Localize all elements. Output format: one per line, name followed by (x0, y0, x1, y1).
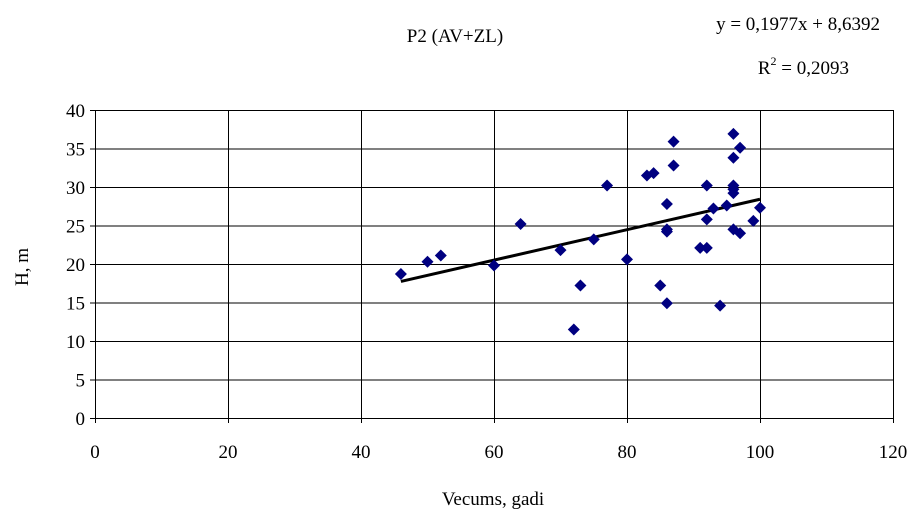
data-point (587, 233, 600, 246)
data-point (754, 201, 766, 214)
x-tick-label: 20 (219, 442, 238, 463)
trendline-group (400, 197, 761, 283)
chart-title: P2 (AV+ZL) (407, 26, 503, 47)
x-tick-label: 100 (746, 442, 775, 463)
data-point (727, 187, 740, 200)
y-tick-label: 35 (66, 140, 85, 161)
data-point (700, 179, 713, 192)
y-tick-label: 30 (66, 178, 85, 199)
y-tick-label: 40 (66, 101, 85, 122)
y-tick-labels: 0 5 10 15 20 25 30 35 40 (66, 101, 85, 430)
data-point (394, 268, 407, 281)
data-point (567, 323, 580, 336)
trendline (400, 197, 761, 283)
data-point (660, 197, 673, 210)
data-point (421, 255, 434, 268)
x-tick-label: 60 (485, 442, 504, 463)
data-point (667, 159, 680, 172)
x-tick-labels: 0 20 40 60 80 100 120 (90, 442, 907, 463)
x-tick-label: 0 (90, 442, 100, 463)
data-point (707, 202, 720, 215)
data-point (574, 279, 587, 292)
data-point (727, 151, 740, 164)
y-tick-label: 5 (76, 371, 86, 392)
data-point (700, 241, 713, 254)
plot-area (90, 110, 894, 423)
data-point (554, 244, 567, 257)
data-point (714, 299, 727, 312)
data-point (488, 259, 500, 272)
data-point (694, 241, 707, 254)
x-tick-label: 40 (352, 442, 371, 463)
data-point (660, 225, 673, 238)
r-squared-label: R2 = 0,2093 (758, 54, 849, 79)
data-point (700, 213, 713, 226)
data-point (647, 167, 660, 180)
data-point (654, 279, 667, 292)
data-point (747, 214, 760, 227)
data-point (621, 253, 633, 266)
data-point (667, 135, 680, 148)
data-points (394, 127, 766, 336)
data-point (514, 217, 527, 230)
y-tick-label: 20 (66, 255, 85, 276)
y-tick-label: 0 (76, 409, 86, 430)
data-point (660, 297, 673, 310)
x-tick-label: 80 (618, 442, 637, 463)
data-point (734, 227, 747, 240)
data-point (734, 141, 747, 154)
x-axis-label: Vecums, gadi (442, 489, 544, 510)
data-point (727, 127, 740, 140)
data-point (601, 179, 614, 192)
y-tick-label: 10 (66, 332, 85, 353)
y-tick-label: 25 (66, 217, 85, 238)
y-axis-label: H, m (12, 248, 33, 286)
data-point (434, 249, 447, 262)
data-point (720, 199, 733, 212)
x-tick-label: 120 (879, 442, 908, 463)
trendline-equation: y = 0,1977x + 8,6392 (716, 14, 880, 35)
y-tick-label: 15 (66, 294, 85, 315)
